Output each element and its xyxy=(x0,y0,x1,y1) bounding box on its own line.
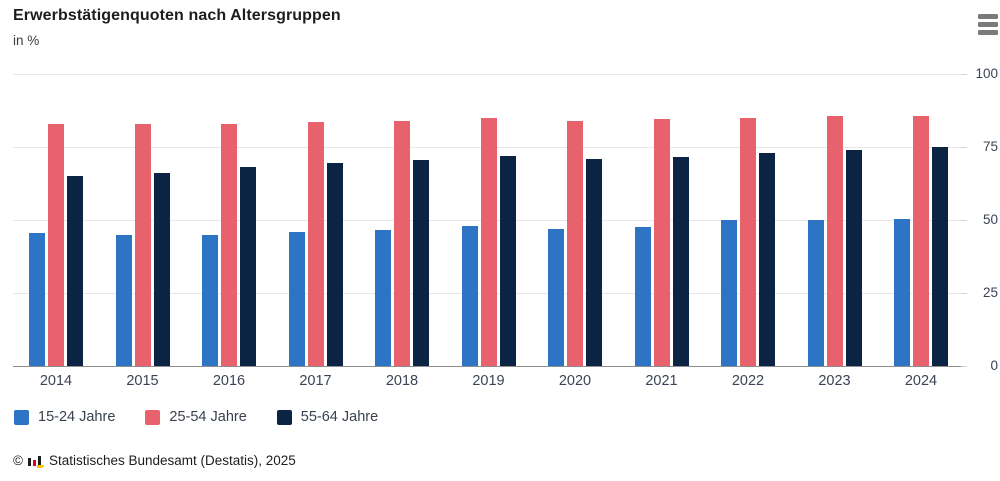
legend-item-15-24-jahre[interactable]: 15-24 Jahre xyxy=(14,409,115,425)
bar-55-64-jahre-2016[interactable] xyxy=(240,167,256,366)
bar-15-24-jahre-2023[interactable] xyxy=(807,220,824,366)
bar-55-64-jahre-2021[interactable] xyxy=(672,157,689,366)
source-text: Statistisches Bundesamt (Destatis), 2025 xyxy=(48,453,296,468)
x-axis-label-2018: 2018 xyxy=(385,373,419,389)
bar-15-24-jahre-2015[interactable] xyxy=(115,235,132,366)
y-axis-label-25: 25 xyxy=(982,285,998,300)
y-tick-mark xyxy=(961,366,967,367)
chart-legend: 15-24 Jahre 25-54 Jahre 55-64 Jahre xyxy=(14,409,378,425)
hamburger-bar xyxy=(978,30,998,35)
copyright-symbol: © xyxy=(13,453,23,468)
bar-55-64-jahre-2023[interactable] xyxy=(845,149,862,366)
x-axis-label-2014: 2014 xyxy=(39,373,73,389)
x-axis-label-2017: 2017 xyxy=(299,373,332,389)
bar-15-24-jahre-2018[interactable] xyxy=(375,230,391,366)
bar-25-54-jahre-2014[interactable] xyxy=(48,123,64,366)
y-tick-mark xyxy=(961,147,967,148)
chart-title: Erwerbstätigenquoten nach Altersgruppen xyxy=(13,7,341,24)
y-axis-label-0: 0 xyxy=(990,358,998,373)
bar-55-64-jahre-2018[interactable] xyxy=(413,160,429,366)
gridline-100 xyxy=(13,74,965,75)
x-axis-label-2019: 2019 xyxy=(472,373,505,389)
legend-swatch-icon xyxy=(14,409,29,425)
y-axis-label-75: 75 xyxy=(982,139,998,154)
x-axis-label-2023: 2023 xyxy=(818,373,851,389)
legend-swatch-icon xyxy=(145,409,161,425)
bar-55-64-jahre-2014[interactable] xyxy=(67,176,83,366)
bar-55-64-jahre-2022[interactable] xyxy=(759,152,775,366)
legend-label: 15-24 Jahre xyxy=(38,409,116,425)
bar-15-24-jahre-2024[interactable] xyxy=(894,218,910,366)
y-axis-label-50: 50 xyxy=(982,212,998,227)
x-axis-label-2020: 2020 xyxy=(558,373,592,389)
legend-label: 55-64 Jahre xyxy=(300,409,379,425)
bar-25-54-jahre-2017[interactable] xyxy=(307,122,324,366)
bar-55-64-jahre-2020[interactable] xyxy=(586,158,602,366)
bar-15-24-jahre-2021[interactable] xyxy=(634,227,651,366)
bar-15-24-jahre-2016[interactable] xyxy=(202,234,218,366)
y-tick-mark xyxy=(961,74,967,75)
x-axis-label-2021: 2021 xyxy=(645,373,678,389)
bar-25-54-jahre-2016[interactable] xyxy=(221,123,237,366)
bar-25-54-jahre-2019[interactable] xyxy=(480,117,497,366)
legend-label: 25-54 Jahre xyxy=(169,409,247,425)
bar-25-54-jahre-2018[interactable] xyxy=(394,120,410,366)
x-axis-label-2016: 2016 xyxy=(212,373,246,389)
bar-55-64-jahre-2019[interactable] xyxy=(499,155,516,366)
bar-25-54-jahre-2015[interactable] xyxy=(134,123,151,366)
bar-25-54-jahre-2023[interactable] xyxy=(826,116,843,366)
y-tick-mark xyxy=(961,293,967,294)
bar-15-24-jahre-2017[interactable] xyxy=(288,231,305,366)
chart-subtitle: in % xyxy=(13,33,40,48)
hamburger-menu-icon[interactable] xyxy=(978,14,998,36)
bar-15-24-jahre-2014[interactable] xyxy=(29,233,45,366)
x-axis-line xyxy=(13,366,965,367)
destatis-logo-icon xyxy=(27,454,44,468)
bar-15-24-jahre-2020[interactable] xyxy=(548,228,564,366)
bar-55-64-jahre-2015[interactable] xyxy=(153,173,170,366)
y-tick-mark xyxy=(961,220,967,221)
x-axis-label-2022: 2022 xyxy=(731,373,765,389)
bar-25-54-jahre-2021[interactable] xyxy=(653,119,670,366)
legend-item-25-54-jahre[interactable]: 25-54 Jahre xyxy=(145,409,247,425)
bar-55-64-jahre-2017[interactable] xyxy=(326,163,343,366)
bar-25-54-jahre-2022[interactable] xyxy=(740,117,756,366)
legend-swatch-icon xyxy=(276,409,292,425)
legend-item-55-64-jahre[interactable]: 55-64 Jahre xyxy=(276,409,379,425)
bar-25-54-jahre-2020[interactable] xyxy=(567,120,583,366)
y-axis-label-100: 100 xyxy=(975,66,998,81)
hamburger-bar xyxy=(978,14,998,19)
hamburger-bar xyxy=(978,22,998,27)
bar-25-54-jahre-2024[interactable] xyxy=(913,116,929,366)
bar-15-24-jahre-2022[interactable] xyxy=(721,220,737,366)
x-axis-label-2015: 2015 xyxy=(126,373,159,389)
x-axis-label-2024: 2024 xyxy=(904,373,938,389)
bar-55-64-jahre-2024[interactable] xyxy=(932,147,948,366)
source-line: © Statistisches Bundesamt (Destatis), 20… xyxy=(13,453,296,468)
bar-15-24-jahre-2019[interactable] xyxy=(461,226,478,366)
